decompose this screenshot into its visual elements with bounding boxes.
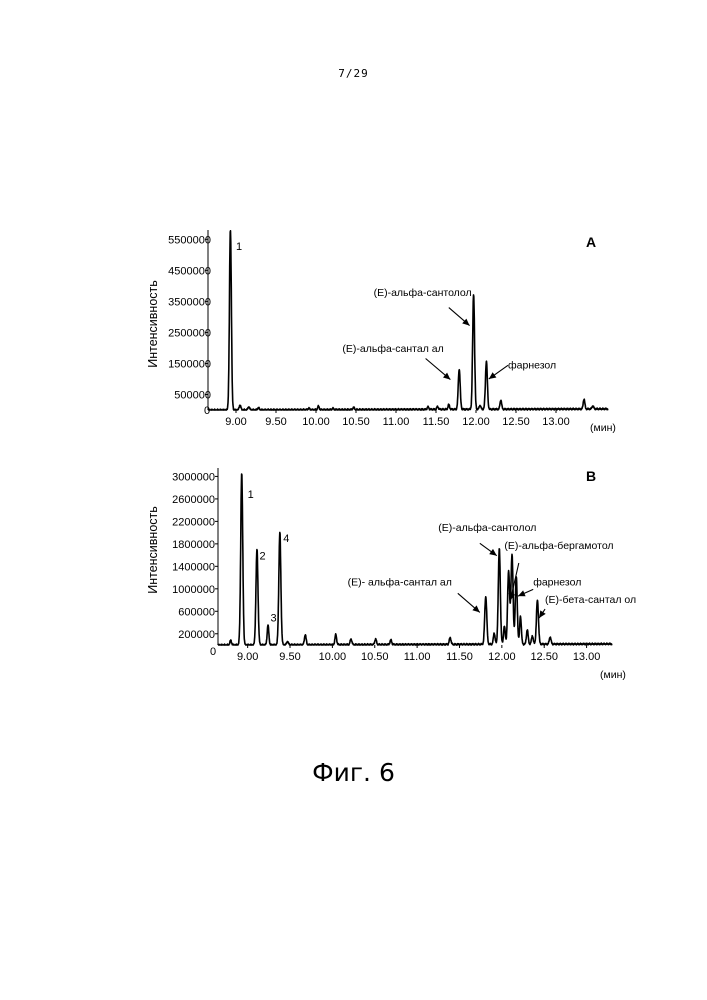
x-tick-label: 11.00 <box>404 651 431 663</box>
y-tick-label: 1800000 <box>172 539 215 551</box>
annotation-arrow-head <box>539 610 546 618</box>
panel-letter-a: A <box>586 234 596 250</box>
y-tick-label: 5500000 <box>168 234 211 246</box>
compound-annotation: (E)-альфа-сантал ал <box>342 343 443 355</box>
y-tick-label: 2500000 <box>168 327 211 339</box>
chromatogram-panel-b: 200000 600000 1000000 1400000 1800000 2200000… <box>0 460 707 685</box>
x-tick-label: 11.50 <box>423 416 450 428</box>
compound-annotation: фарнезол <box>508 359 556 371</box>
peak-number-label: 4 <box>283 533 289 545</box>
compound-annotation: (E)-бета-сантал ол <box>545 594 636 606</box>
y-tick-label: 500000 <box>174 389 211 401</box>
compound-annotation: (E)-альфа-сантолол <box>438 522 536 534</box>
y-tick-label: 1000000 <box>172 584 215 596</box>
panel-letter-b: B <box>586 468 596 484</box>
annotation-arrow-head <box>489 549 497 556</box>
x-tick-label: 11.00 <box>383 416 410 428</box>
x-tick-label: 9.00 <box>225 416 246 428</box>
y-tick-label: 1500000 <box>168 358 211 370</box>
x-tick-label: 13.00 <box>542 416 570 428</box>
y-tick-label: 3500000 <box>168 296 211 308</box>
y-tick-label: 4500000 <box>168 265 211 277</box>
compound-annotation: (E)-альфа-бергамотол <box>504 540 613 552</box>
x-tick-label: 12.00 <box>488 651 516 663</box>
annotation-arrow-head <box>489 372 497 379</box>
peak-number-label: 2 <box>260 551 266 563</box>
peak-number-label: 3 <box>271 612 277 624</box>
y-tick-label: 2200000 <box>172 516 215 528</box>
x-tick-label: 11.50 <box>446 651 473 663</box>
compound-annotation: (E)-альфа-сантолол <box>374 287 472 299</box>
x-tick-label: 10.00 <box>319 651 347 663</box>
chromatogram-panel-a: 500000 1500000 2500000 3500000 4500000 550000… <box>0 220 707 445</box>
compound-annotation: (E)- альфа-сантал ал <box>348 576 452 588</box>
chromatogram-trace <box>218 474 612 645</box>
y-tick-label: 1400000 <box>172 561 215 573</box>
y-tick-label: 600000 <box>178 606 215 618</box>
peak-number-label: 1 <box>248 489 254 501</box>
y-zero-label: 0 <box>204 405 210 417</box>
compound-annotation: фарнезол <box>533 576 581 588</box>
y-tick-label: 3000000 <box>172 471 215 483</box>
x-tick-label: 10.50 <box>361 651 389 663</box>
x-tick-label: 10.50 <box>342 416 370 428</box>
x-tick-label: 13.00 <box>573 651 601 663</box>
page-number: 7/29 <box>0 67 707 80</box>
x-axis-unit: (мин) <box>600 669 626 681</box>
x-tick-label: 12.50 <box>502 416 530 428</box>
y-axis-label: Интенсивность <box>146 280 160 368</box>
x-tick-label: 10.00 <box>302 416 330 428</box>
figure-caption: Фиг. 6 <box>0 758 707 787</box>
y-tick-label: 2600000 <box>172 494 215 506</box>
x-tick-label: 9.50 <box>265 416 286 428</box>
x-tick-label: 9.50 <box>279 651 300 663</box>
y-zero-label: 0 <box>210 646 216 658</box>
x-tick-label: 9.00 <box>237 651 258 663</box>
y-axis-label: Интенсивность <box>146 506 160 594</box>
y-tick-label: 200000 <box>178 629 215 641</box>
x-tick-label: 12.00 <box>462 416 490 428</box>
x-axis-unit: (мин) <box>590 422 616 434</box>
x-tick-label: 12.50 <box>530 651 558 663</box>
chromatogram-trace <box>208 231 608 410</box>
peak-number-label: 1 <box>236 241 242 253</box>
